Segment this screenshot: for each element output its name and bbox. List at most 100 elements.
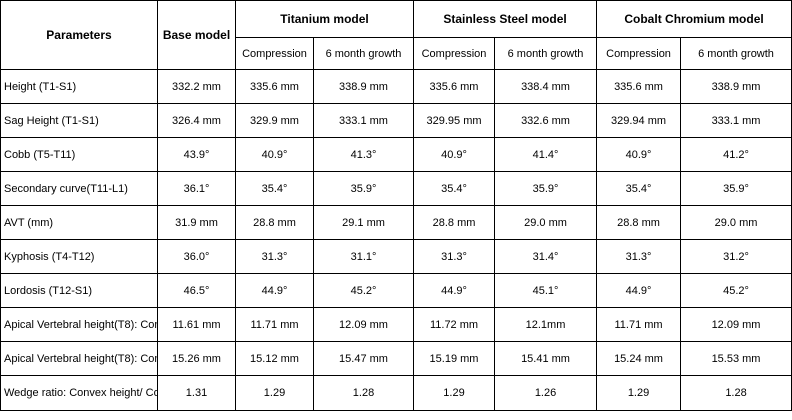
value-cell: 332.6 mm [494,103,598,138]
value-cell: 43.9° [157,137,236,172]
value-cell: 11.71 mm [596,307,682,342]
value-cell: 338.9 mm [680,69,792,104]
value-cell: 1.29 [413,375,496,411]
value-cell: 35.9° [680,171,792,206]
header-stainless-steel-model: Stainless Steel model [413,0,598,38]
value-cell: 1.31 [157,375,236,411]
value-cell: 35.4° [596,171,682,206]
value-cell: 31.1° [312,239,415,274]
header-base-model: Base model [157,0,236,70]
value-cell: 333.1 mm [312,103,415,138]
value-cell: 329.94 mm [596,103,682,138]
value-cell: 1.29 [596,375,682,411]
value-cell: 31.3° [235,239,314,274]
subheader-growth: 6 month growth [312,37,415,70]
param-cell: Apical Vertebral height(T8): Concave sid… [0,307,158,342]
value-cell: 31.9 mm [157,205,236,240]
value-cell: 35.9° [312,171,415,206]
value-cell: 45.2° [312,273,415,308]
value-cell: 40.9° [235,137,314,172]
subheader-growth: 6 month growth [680,37,792,70]
value-cell: 35.9° [494,171,598,206]
param-cell: Kyphosis (T4-T12) [0,239,158,274]
value-cell: 40.9° [596,137,682,172]
table-row: Apical Vertebral height(T8): Concave sid… [0,307,792,342]
header-parameters: Parameters [0,0,158,70]
value-cell: 31.3° [413,239,496,274]
param-cell: Sag Height (T1-S1) [0,103,158,138]
subheader-compression: Compression [596,37,682,70]
table-row: Wedge ratio: Convex height/ Concave heig… [0,375,792,411]
value-cell: 28.8 mm [596,205,682,240]
value-cell: 338.9 mm [312,69,415,104]
value-cell: 326.4 mm [157,103,236,138]
table-row: Sag Height (T1-S1) 326.4 mm 329.9 mm 333… [0,103,792,138]
table-row: Height (T1-S1) 332.2 mm 335.6 mm 338.9 m… [0,69,792,104]
value-cell: 29.0 mm [680,205,792,240]
param-cell: AVT (mm) [0,205,158,240]
value-cell: 36.1° [157,171,236,206]
value-cell: 45.1° [494,273,598,308]
subheader-growth: 6 month growth [494,37,598,70]
value-cell: 1.29 [235,375,314,411]
header-cobalt-chromium-model: Cobalt Chromium model [596,0,792,38]
value-cell: 15.12 mm [235,341,314,376]
value-cell: 35.4° [235,171,314,206]
param-cell: Secondary curve(T11-L1) [0,171,158,206]
subheader-compression: Compression [235,37,314,70]
value-cell: 44.9° [235,273,314,308]
value-cell: 45.2° [680,273,792,308]
header-titanium-model: Titanium model [234,0,415,38]
value-cell: 329.9 mm [235,103,314,138]
value-cell: 12.09 mm [680,307,792,342]
value-cell: 332.2 mm [157,69,236,104]
param-cell: Cobb (T5-T11) [0,137,158,172]
value-cell: 15.24 mm [596,341,682,376]
value-cell: 41.3° [312,137,415,172]
value-cell: 12.09 mm [312,307,415,342]
value-cell: 29.0 mm [494,205,598,240]
value-cell: 15.26 mm [157,341,236,376]
table-row: AVT (mm) 31.9 mm 28.8 mm 29.1 mm 28.8 mm… [0,205,792,240]
value-cell: 44.9° [596,273,682,308]
value-cell: 31.3° [596,239,682,274]
table-row: Cobb (T5-T11) 43.9° 40.9° 41.3° 40.9° 41… [0,137,792,172]
param-cell: Apical Vertebral height(T8): Convex side [0,341,158,376]
value-cell: 12.1mm [494,307,598,342]
value-cell: 329.95 mm [413,103,496,138]
value-cell: 335.6 mm [235,69,314,104]
value-cell: 40.9° [413,137,496,172]
param-cell: Lordosis (T12-S1) [0,273,158,308]
value-cell: 35.4° [413,171,496,206]
value-cell: 28.8 mm [235,205,314,240]
results-table: Parameters Base model Titanium model Sta… [0,0,792,411]
param-cell: Height (T1-S1) [0,69,158,104]
value-cell: 28.8 mm [413,205,496,240]
value-cell: 1.28 [680,375,792,411]
value-cell: 36.0° [157,239,236,274]
value-cell: 11.72 mm [413,307,496,342]
value-cell: 31.2° [680,239,792,274]
value-cell: 338.4 mm [494,69,598,104]
table-row: Kyphosis (T4-T12) 36.0° 31.3° 31.1° 31.3… [0,239,792,274]
value-cell: 41.4° [494,137,598,172]
value-cell: 31.4° [494,239,598,274]
value-cell: 1.26 [494,375,598,411]
param-cell: Wedge ratio: Convex height/ Concave heig… [0,375,158,411]
value-cell: 15.19 mm [413,341,496,376]
value-cell: 1.28 [312,375,415,411]
table-row: Lordosis (T12-S1) 46.5° 44.9° 45.2° 44.9… [0,273,792,308]
value-cell: 335.6 mm [413,69,496,104]
value-cell: 333.1 mm [680,103,792,138]
value-cell: 41.2° [680,137,792,172]
table-row: Apical Vertebral height(T8): Convex side… [0,341,792,376]
value-cell: 46.5° [157,273,236,308]
value-cell: 15.41 mm [494,341,598,376]
value-cell: 11.61 mm [157,307,236,342]
value-cell: 29.1 mm [312,205,415,240]
subheader-compression: Compression [413,37,496,70]
value-cell: 44.9° [413,273,496,308]
value-cell: 335.6 mm [596,69,682,104]
value-cell: 15.53 mm [680,341,792,376]
value-cell: 15.47 mm [312,341,415,376]
